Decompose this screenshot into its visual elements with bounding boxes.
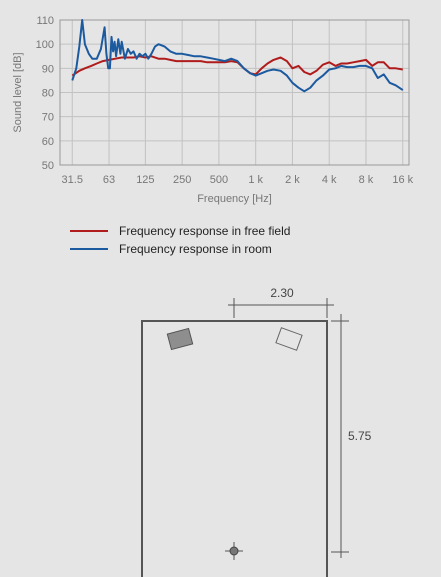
right-speaker-icon xyxy=(275,327,303,351)
series-line-room xyxy=(71,19,404,93)
room-diagram: 2.30 5.75 xyxy=(141,286,372,577)
x-tick-label: 16 k xyxy=(392,174,413,186)
x-tick-label: 500 xyxy=(210,174,228,186)
x-tick-label: 63 xyxy=(103,174,115,186)
x-tick-label: 250 xyxy=(173,174,191,186)
listening-position-icon xyxy=(225,542,243,560)
legend-label-room: Frequency response in room xyxy=(119,242,272,256)
room-outline xyxy=(141,320,328,577)
y-tick-label: 60 xyxy=(42,136,54,148)
y-tick-label: 70 xyxy=(42,112,54,124)
y-tick-label: 100 xyxy=(36,39,54,51)
frequency-response-chart: 50 60 70 80 90 100 110 31.5 63 125 250 500 1 k 2 k 4 k… xyxy=(12,15,414,205)
x-tick-label: 4 k xyxy=(322,174,337,186)
y-tick-label: 80 xyxy=(42,88,54,100)
x-tick-label: 2 k xyxy=(285,174,300,186)
width-dimension xyxy=(228,298,334,318)
legend-swatch-room xyxy=(70,248,108,250)
legend-item-free-field: Frequency response in free field xyxy=(70,222,290,240)
left-speaker-icon xyxy=(166,327,194,351)
legend-swatch-free-field xyxy=(70,230,108,232)
x-tick-label: 1 k xyxy=(248,174,263,186)
y-axis-label: Sound level [dB] xyxy=(12,52,24,132)
x-axis-label: Frequency [Hz] xyxy=(197,193,272,205)
legend-item-room: Frequency response in room xyxy=(70,240,290,258)
chart-legend: Frequency response in free field Frequen… xyxy=(70,222,290,258)
length-label: 5.75 xyxy=(348,429,372,443)
y-tick-label: 50 xyxy=(42,160,54,172)
legend-label-free-field: Frequency response in free field xyxy=(119,224,291,238)
plot-frame xyxy=(59,19,410,166)
x-tick-label: 31.5 xyxy=(62,174,83,186)
length-dimension xyxy=(331,314,349,558)
y-tick-label: 110 xyxy=(36,15,54,27)
x-tick-label: 8 k xyxy=(359,174,374,186)
x-tick-label: 125 xyxy=(136,174,154,186)
y-tick-label: 90 xyxy=(42,63,54,75)
width-label: 2.30 xyxy=(270,286,294,300)
